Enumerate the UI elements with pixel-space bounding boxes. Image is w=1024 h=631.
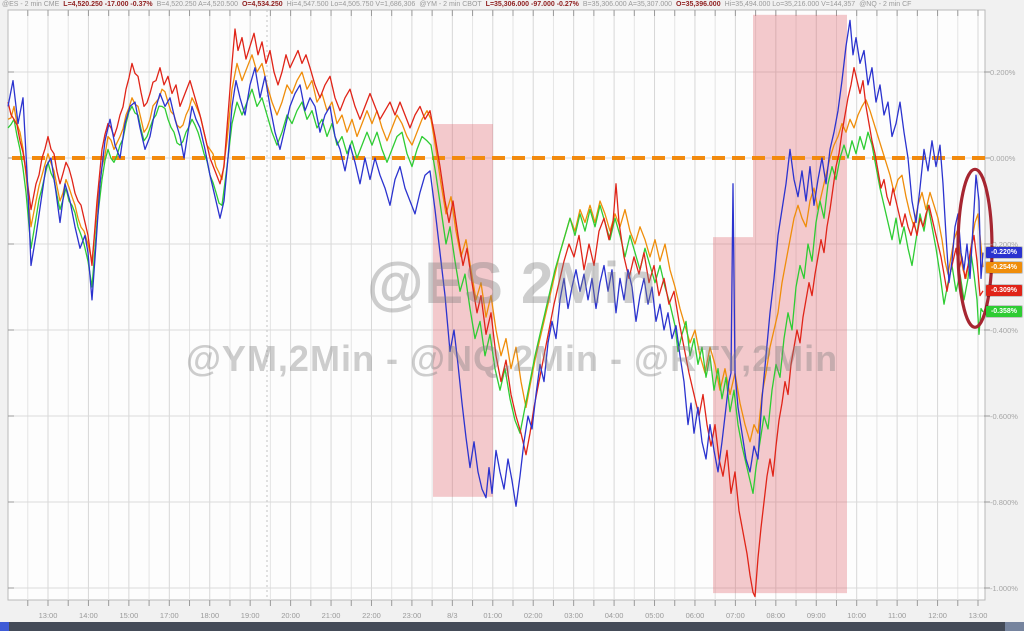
bottom-bar-left-accent: [0, 622, 9, 631]
x-axis-label: 04:00: [604, 611, 624, 620]
x-axis-label: 18:00: [200, 611, 220, 620]
x-axis-label: 01:00: [483, 611, 503, 620]
x-axis-label: 05:00: [645, 611, 664, 620]
x-axis-label: 08:00: [766, 611, 786, 620]
watermark-subtitle: @YM,2Min - @NQ,2Min - @RTY,2Min: [185, 338, 839, 379]
header-segment: @ES - 2 min CME: [2, 1, 60, 8]
y-axis-label: -0.400%: [990, 325, 1018, 335]
watermark-title: @ES 2Min: [366, 251, 658, 316]
series-orange-line: [7, 54, 984, 443]
last-price-badge: -0.358%: [986, 306, 1022, 318]
y-axis-label: -1.000%: [990, 583, 1018, 593]
x-axis-label: 22:00: [362, 611, 381, 620]
y-axis-label: 0.200%: [990, 67, 1016, 77]
x-axis-label: 09:00: [806, 611, 826, 620]
header-segment: O=35,396.000: [676, 1, 721, 8]
header-segment: B=35,306.000 A=35,307.000: [582, 1, 673, 8]
y-axis-label: -0.200%: [990, 239, 1018, 249]
x-axis-label: 8/3: [447, 611, 458, 620]
header-segment: O=4,534.250: [241, 1, 283, 8]
x-axis-label: 10:00: [847, 611, 867, 620]
y-axis-label: -0.600%: [990, 411, 1018, 421]
bottom-status-bar: [0, 622, 1024, 631]
x-axis-label: 12:00: [928, 611, 947, 620]
x-axis-label: 23:00: [402, 611, 422, 620]
x-axis-label: 13:00: [968, 611, 988, 620]
header-segment: Hi=35,494.000 Lo=35,216.000 V=144,357: [724, 1, 856, 8]
bottom-bar-right-accent: [1005, 622, 1024, 631]
x-axis-label: 20:00: [281, 611, 300, 620]
y-axis-label: 0.000%: [990, 153, 1016, 163]
header-segment: L=4,520.250 -17.000 -0.37%: [63, 1, 153, 8]
header-segment: L=35,306.000 -97.000 -0.27%: [485, 1, 579, 8]
x-axis-label: 02:00: [523, 611, 543, 620]
x-axis-label: 14:00: [79, 611, 98, 620]
last-price-badge: -0.254%: [986, 261, 1022, 273]
x-axis-label: 06:00: [685, 611, 705, 620]
last-price-badge: -0.220%: [986, 247, 1022, 259]
x-axis-label: 17:00: [159, 611, 179, 620]
x-axis-label: 21:00: [321, 611, 341, 620]
x-axis-label: 11:00: [888, 611, 907, 620]
header-segment: @YM - 2 min CBOT: [419, 1, 482, 8]
header-segment: Hi=4,547.500 Lo=4,505.750 V=1,686,306: [286, 1, 416, 8]
last-price-badge: -0.309%: [986, 285, 1022, 297]
x-axis-label: 13:00: [38, 611, 58, 620]
x-axis-label: 03:00: [564, 611, 584, 620]
quote-header: @ES - 2 min CME L=4,520.250 -17.000 -0.37…: [2, 0, 1024, 10]
y-axis-label: -0.800%: [990, 497, 1018, 507]
header-segment: B=4,520.250 A=4,520.500: [156, 1, 238, 8]
header-segment: @NQ - 2 min CF: [859, 1, 912, 8]
x-axis-label: 15:00: [119, 611, 139, 620]
x-axis-label: 07:00: [726, 611, 745, 620]
x-axis-label: 19:00: [240, 611, 260, 620]
